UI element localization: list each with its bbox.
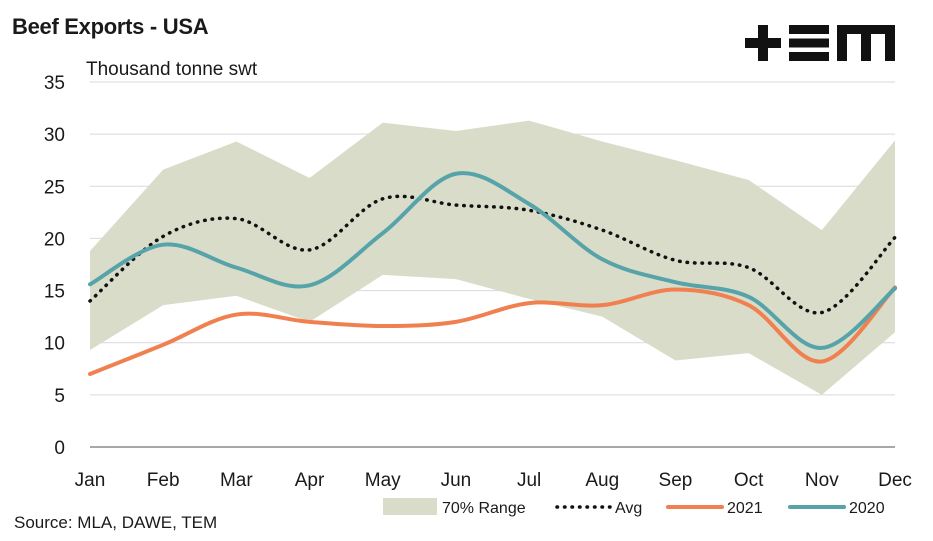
series-line-2021 — [88, 285, 897, 376]
y-tick-label: 20 — [44, 229, 65, 250]
series-line-2020 — [88, 171, 897, 350]
y-tick-label: 10 — [44, 334, 65, 355]
chart-title: Beef Exports - USA — [12, 14, 209, 39]
legend-label-2020: 2020 — [849, 500, 885, 517]
y-axis-ticks: 0 5 10 15 20 25 30 35 — [44, 73, 65, 459]
y-tick-label: 25 — [44, 177, 65, 198]
y-tick-label: 5 — [54, 386, 65, 407]
x-tick-label: Apr — [295, 470, 325, 491]
legend-label-avg: Avg — [615, 500, 642, 517]
y-tick-label: 35 — [44, 73, 65, 94]
series-lines — [88, 171, 897, 376]
source-note: Source: MLA, DAWE, TEM — [14, 513, 218, 532]
x-tick-label: Oct — [734, 470, 764, 491]
y-tick-label: 15 — [44, 282, 65, 303]
x-tick-label: Feb — [147, 470, 180, 491]
legend-label-range: 70% Range — [442, 500, 526, 517]
y-axis-label: Thousand tonne swt — [86, 59, 258, 80]
legend-label-2021: 2021 — [727, 500, 763, 517]
x-tick-label: May — [365, 470, 401, 491]
x-tick-label: Jul — [517, 470, 541, 491]
tem-logo — [745, 24, 895, 67]
range-area — [90, 120, 895, 395]
x-tick-label: Nov — [805, 470, 839, 491]
range-band — [90, 120, 895, 395]
x-tick-label: Aug — [585, 470, 619, 491]
x-tick-label: Mar — [220, 470, 253, 491]
series-line-avg — [88, 194, 897, 315]
x-tick-label: Jan — [75, 470, 106, 491]
x-tick-label: Jun — [441, 470, 472, 491]
x-axis-ticks: Jan Feb Mar Apr May Jun Jul Aug Sep Oct Nov Dec — [75, 470, 912, 491]
legend: 70% Range Avg 2021 2020 — [383, 498, 885, 517]
legend-swatch-range — [383, 498, 437, 515]
x-tick-label: Dec — [878, 470, 912, 491]
y-tick-label: 30 — [44, 125, 65, 146]
x-tick-label: Sep — [659, 470, 693, 491]
y-tick-label: 0 — [54, 438, 65, 459]
